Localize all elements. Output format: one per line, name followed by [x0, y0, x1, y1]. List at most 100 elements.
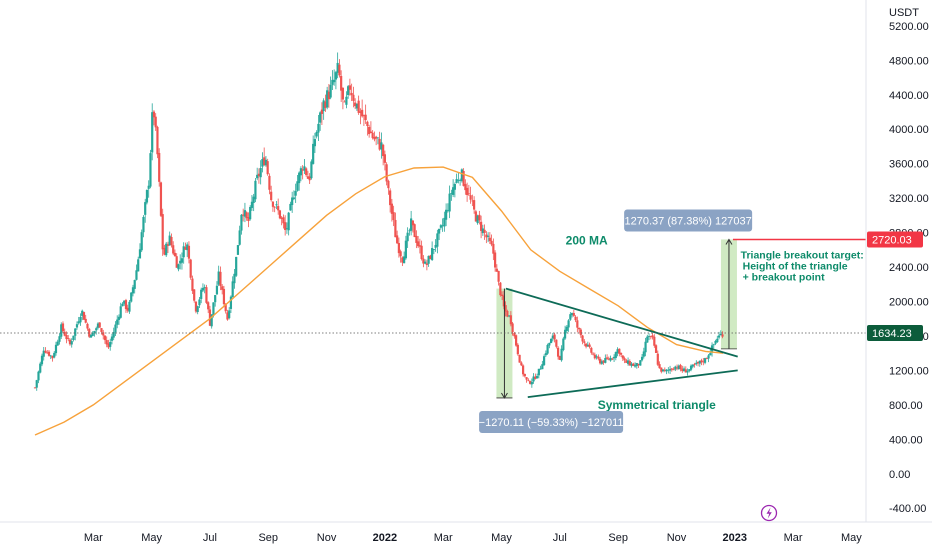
candle-body [490, 240, 493, 245]
rise-measure-bg [624, 209, 753, 232]
candle [459, 178, 462, 186]
candle-body [329, 84, 332, 98]
candle [497, 270, 500, 286]
candle [623, 356, 626, 364]
candle [298, 171, 301, 191]
candle-body [109, 341, 112, 347]
candle [488, 232, 491, 245]
candle [378, 131, 381, 151]
candle-body [215, 285, 219, 295]
candle [611, 357, 614, 361]
candle-body [563, 329, 567, 339]
candle-body [640, 356, 644, 361]
triangle-label: Symmetrical triangle [598, 398, 716, 412]
candle [647, 333, 651, 341]
candle-body [677, 365, 680, 370]
candle [719, 330, 722, 336]
candle-body [72, 335, 75, 340]
price-axis[interactable]: USDT 5200.00 4800.00 4400.00 4000.00 3600.00… [865, 0, 929, 522]
candle [485, 231, 488, 244]
time-axis[interactable]: Mar May Jul Sep Nov 2022 Mar May Jul Sep Nov 2023 Ma… [0, 521, 932, 544]
candle [563, 325, 567, 340]
candle-body [268, 175, 271, 190]
candle-body [305, 168, 308, 176]
candle-body [577, 328, 581, 330]
candle [327, 84, 331, 108]
candle [100, 327, 103, 335]
candle [280, 216, 283, 226]
candle [168, 231, 171, 246]
candle [551, 332, 554, 342]
candle-body [75, 324, 79, 328]
candle [266, 158, 269, 176]
candle-body [709, 353, 712, 356]
candle [609, 355, 612, 362]
candle [371, 130, 374, 140]
candle-body [159, 182, 163, 216]
candle-body [340, 75, 343, 91]
candle-body [156, 126, 159, 155]
candle [91, 331, 94, 337]
target-price-value: 2720.03 [872, 234, 912, 246]
candle-body [61, 323, 65, 332]
candle [413, 223, 416, 238]
candle-body [306, 176, 310, 179]
candle-body [226, 312, 229, 320]
lightning-icon[interactable] [760, 504, 778, 522]
candle-body [574, 316, 577, 321]
candle [716, 335, 719, 343]
candle [481, 224, 484, 236]
time-tick-label: Jul [203, 532, 217, 544]
candle [644, 337, 647, 357]
candle-body [432, 249, 435, 250]
candle [635, 362, 638, 369]
candle-body [406, 232, 409, 242]
candle [273, 206, 276, 213]
candle [418, 238, 421, 254]
candle [107, 339, 110, 350]
candle [404, 235, 407, 260]
candle-body [187, 245, 191, 259]
candle-body [642, 351, 645, 357]
candle-body [616, 349, 619, 354]
candle-body [630, 363, 633, 366]
candle-body [254, 180, 257, 200]
candle [700, 358, 703, 366]
candle [182, 242, 185, 264]
candle [616, 347, 619, 357]
candle-body [705, 358, 708, 360]
candle [121, 302, 124, 307]
candle-body [459, 179, 462, 181]
candle-body [221, 286, 224, 290]
candle [618, 348, 621, 357]
candle-body [112, 332, 115, 338]
candle-body [319, 112, 322, 123]
candle [259, 160, 262, 185]
candle [553, 332, 556, 343]
candle-body [40, 355, 44, 365]
candle-body [110, 336, 114, 341]
candle [70, 338, 73, 348]
candle-body [618, 348, 621, 354]
candle [408, 228, 411, 236]
candle-body [201, 287, 205, 291]
candle-body [499, 282, 502, 296]
candle [579, 327, 582, 338]
candle-body [439, 225, 442, 228]
candle [499, 281, 502, 297]
candle [572, 309, 575, 318]
candle [284, 215, 287, 236]
ma-label: 200 MA [566, 234, 608, 248]
candle [521, 364, 525, 377]
candle-body [619, 352, 623, 355]
candle [604, 354, 607, 364]
candle-body [597, 356, 600, 359]
candle-body [572, 313, 575, 316]
candle-body [460, 169, 463, 182]
candle-body [413, 224, 416, 238]
drop-measure-box: −1270.11 (−59.33%) −127011 [479, 410, 624, 433]
candle-body [81, 310, 84, 316]
candle [135, 264, 138, 281]
candle-body [696, 361, 700, 364]
